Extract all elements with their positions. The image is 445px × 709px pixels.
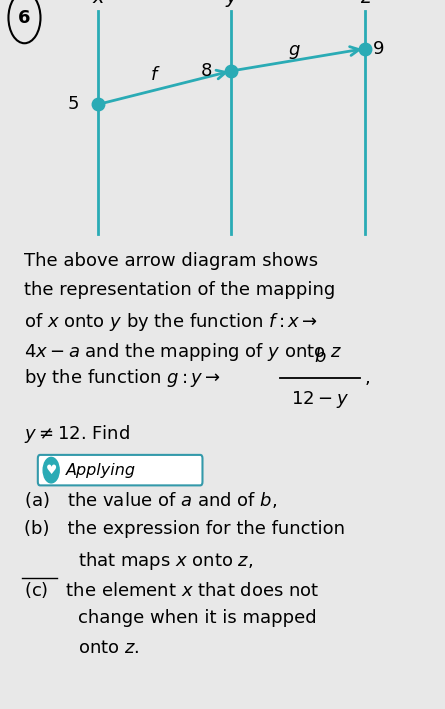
Text: g: g bbox=[288, 40, 299, 59]
Text: 6: 6 bbox=[18, 9, 31, 27]
Text: 5: 5 bbox=[68, 96, 79, 113]
Text: 8: 8 bbox=[201, 62, 213, 80]
Text: of $x$ onto $y$ by the function $f: x \rightarrow$: of $x$ onto $y$ by the function $f: x \r… bbox=[24, 311, 319, 333]
Text: (a) the value of $a$ and of $b$,: (a) the value of $a$ and of $b$, bbox=[24, 491, 278, 510]
Text: x: x bbox=[92, 0, 104, 7]
Text: by the function $g : y \rightarrow$: by the function $g : y \rightarrow$ bbox=[24, 367, 222, 389]
Text: onto $z$.: onto $z$. bbox=[78, 640, 139, 657]
Text: $y \neq 12$. Find: $y \neq 12$. Find bbox=[24, 423, 130, 445]
Text: $b$: $b$ bbox=[314, 347, 327, 366]
FancyBboxPatch shape bbox=[38, 455, 202, 486]
Text: that maps $x$ onto $z$,: that maps $x$ onto $z$, bbox=[78, 550, 253, 572]
Text: the representation of the mapping: the representation of the mapping bbox=[24, 281, 336, 299]
Text: 9: 9 bbox=[372, 40, 384, 57]
Text: (b) the expression for the function: (b) the expression for the function bbox=[24, 520, 345, 538]
Text: $12-y$: $12-y$ bbox=[291, 389, 349, 410]
Text: Applying: Applying bbox=[65, 463, 135, 478]
Text: The above arrow diagram shows: The above arrow diagram shows bbox=[24, 252, 319, 269]
Text: z: z bbox=[360, 0, 370, 7]
Text: f: f bbox=[150, 67, 157, 84]
Text: ,: , bbox=[365, 369, 371, 386]
Text: (c) the element $x$ that does not: (c) the element $x$ that does not bbox=[24, 580, 320, 600]
Text: ♥: ♥ bbox=[45, 464, 57, 476]
Circle shape bbox=[43, 457, 59, 483]
Text: change when it is mapped: change when it is mapped bbox=[78, 610, 316, 627]
Text: $4x - a$ and the mapping of $y$ onto $z$: $4x - a$ and the mapping of $y$ onto $z$ bbox=[24, 341, 343, 363]
Text: y: y bbox=[226, 0, 237, 7]
